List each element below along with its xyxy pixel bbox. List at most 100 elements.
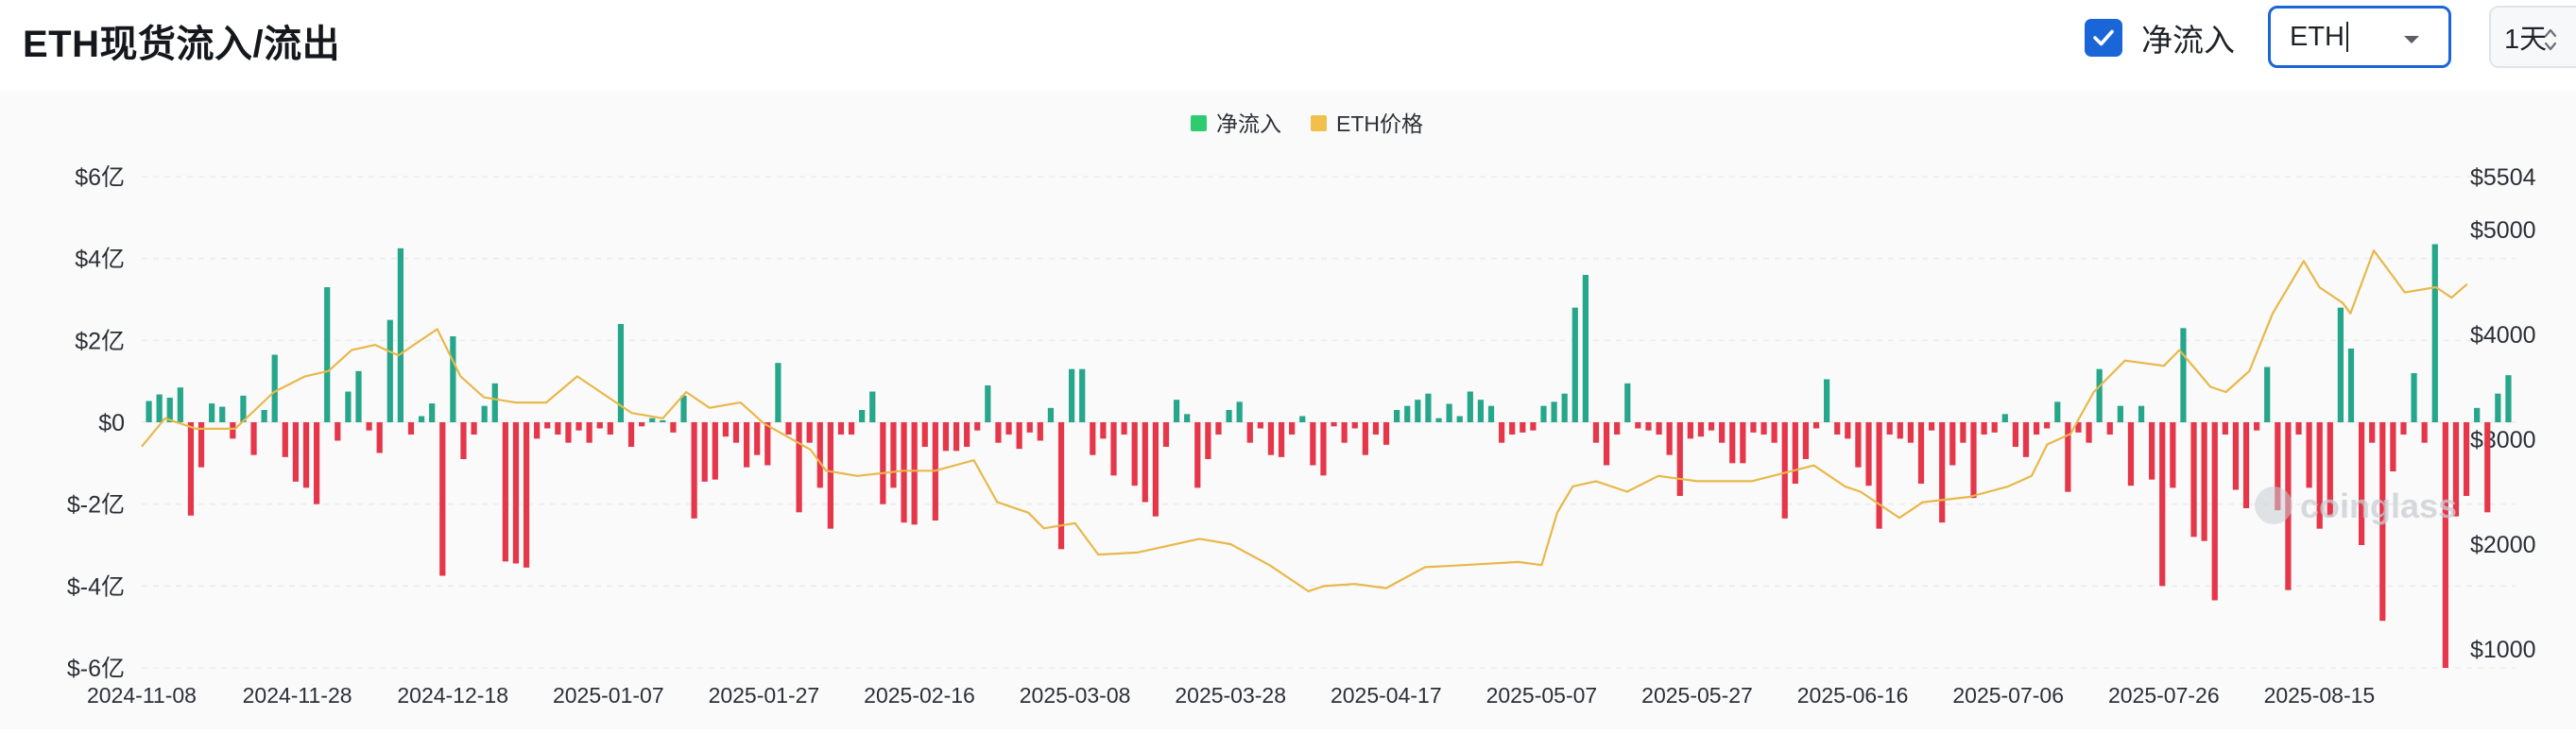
outflow-bar[interactable] [1331,422,1337,427]
outflow-bar[interactable] [471,422,477,435]
inflow-bar[interactable] [2495,393,2501,422]
inflow-bar[interactable] [2474,407,2481,422]
outflow-bar[interactable] [282,422,288,457]
outflow-bar[interactable] [964,422,970,447]
outflow-bar[interactable] [1834,422,1841,435]
outflow-bar[interactable] [2316,422,2323,529]
outflow-bar[interactable] [2149,422,2155,480]
outflow-bar[interactable] [1781,422,1788,519]
outflow-bar[interactable] [1100,422,1107,439]
outflow-bar[interactable] [1267,422,1275,455]
inflow-bar[interactable] [345,391,352,423]
outflow-bar[interactable] [1656,422,1662,435]
outflow-bar[interactable] [1057,422,1065,550]
outflow-bar[interactable] [2442,422,2448,668]
inflow-bar[interactable] [2180,328,2187,422]
outflow-bar[interactable] [1592,422,1600,443]
inflow-bar[interactable] [2054,401,2061,422]
outflow-bar[interactable] [1509,422,1516,435]
outflow-bar[interactable] [555,422,561,435]
inflow-bar[interactable] [261,410,267,422]
inflow-bar[interactable] [1551,401,1557,422]
outflow-bar[interactable] [1026,422,1033,433]
outflow-bar[interactable] [901,422,907,523]
inflow-bar[interactable] [1047,407,1055,422]
inflow-bar[interactable] [1236,401,1243,422]
outflow-bar[interactable] [1812,422,1820,429]
outflow-bar[interactable] [2159,422,2166,587]
interval-select[interactable]: 1天 [2489,6,2576,68]
outflow-bar[interactable] [639,422,645,427]
outflow-bar[interactable] [1530,422,1537,431]
outflow-bar[interactable] [1708,422,1715,431]
outflow-bar[interactable] [1016,422,1022,450]
outflow-bar[interactable] [1876,422,1882,529]
outflow-bar[interactable] [1792,422,1798,484]
outflow-bar[interactable] [2390,422,2396,471]
outflow-bar[interactable] [1215,422,1222,435]
inflow-bar[interactable] [649,418,656,422]
outflow-bar[interactable] [544,422,551,429]
outflow-bar[interactable] [2127,422,2135,486]
net-inflow-checkbox[interactable] [2085,19,2122,57]
outflow-bar[interactable] [816,422,823,488]
outflow-bar[interactable] [1719,422,1726,443]
outflow-bar[interactable] [565,422,572,443]
outflow-bar[interactable] [2254,422,2260,431]
outflow-bar[interactable] [2295,422,2302,435]
legend-price-label[interactable]: ETH价格 [1336,111,1423,136]
inflow-bar[interactable] [1571,307,1578,422]
outflow-bar[interactable] [2075,422,2082,433]
outflow-bar[interactable] [1341,422,1348,443]
outflow-bar[interactable] [2012,422,2018,447]
inflow-bar[interactable] [397,248,404,422]
outflow-bar[interactable] [995,422,1002,443]
outflow-bar[interactable] [2484,422,2491,513]
outflow-bar[interactable] [1351,422,1358,429]
outflow-bar[interactable] [2275,422,2281,511]
inflow-bar[interactable] [1415,400,1421,422]
outflow-bar[interactable] [691,422,697,519]
net-inflow-toggle[interactable]: 净流入 [2085,17,2235,59]
inflow-bar[interactable] [1582,275,1589,422]
inflow-bar[interactable] [2096,368,2103,422]
inflow-bar[interactable] [2431,244,2438,423]
outflow-bar[interactable] [1729,422,1736,464]
inflow-bar[interactable] [429,403,436,422]
outflow-bar[interactable] [2306,422,2312,488]
outflow-bar[interactable] [2400,422,2407,435]
inflow-bar[interactable] [1467,391,1473,423]
outflow-bar[interactable] [534,422,541,439]
outflow-bar[interactable] [1771,422,1777,443]
outflow-bar[interactable] [1845,422,1851,439]
outflow-bar[interactable] [837,422,845,435]
outflow-bar[interactable] [335,422,341,441]
outflow-bar[interactable] [785,422,792,435]
outflow-bar[interactable] [2044,422,2051,429]
outflow-bar[interactable] [523,422,530,568]
outflow-bar[interactable] [1981,422,1987,435]
inflow-bar[interactable] [146,401,152,422]
outflow-bar[interactable] [1257,422,1263,429]
outflow-bar[interactable] [2222,422,2228,435]
outflow-bar[interactable] [942,422,950,452]
outflow-bar[interactable] [1886,422,1893,435]
inflow-bar[interactable] [859,410,866,422]
coin-select[interactable]: ETH [2268,6,2451,68]
outflow-bar[interactable] [754,422,761,455]
inflow-bar[interactable] [209,403,215,422]
outflow-bar[interactable] [743,422,750,468]
outflow-bar[interactable] [974,422,981,431]
inflow-bar[interactable] [450,336,456,422]
outflow-bar[interactable] [575,422,582,431]
outflow-bar[interactable] [439,422,446,576]
outflow-bar[interactable] [1037,422,1043,441]
outflow-bar[interactable] [302,422,310,488]
outflow-bar[interactable] [586,422,592,443]
outflow-bar[interactable] [1278,422,1285,457]
outflow-bar[interactable] [1310,422,1316,466]
inflow-bar[interactable] [775,363,781,422]
outflow-bar[interactable] [722,422,730,437]
outflow-bar[interactable] [880,422,886,504]
outflow-bar[interactable] [1666,422,1673,455]
